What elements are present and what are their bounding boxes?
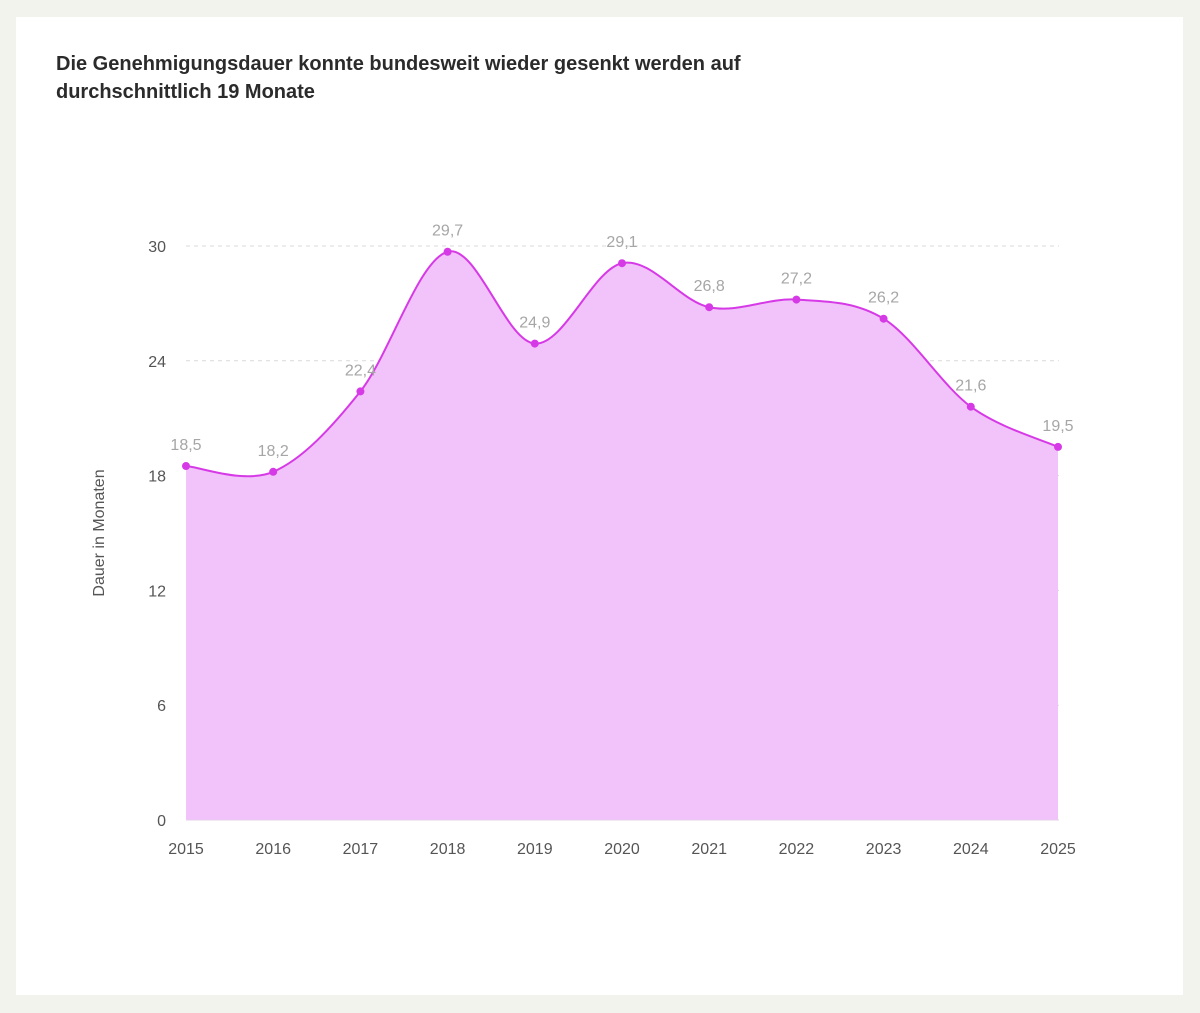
data-labels: 18,5 18,2 22,4 29,7 24,9 29,1 26,8 27,2 26,2 21,6… [170, 223, 1073, 460]
data-point [879, 314, 888, 323]
data-label: 29,1 [606, 234, 637, 251]
y-axis-title: Dauer in Monaten [91, 469, 108, 596]
y-tick-label: 0 [157, 813, 166, 830]
data-point [966, 402, 975, 411]
x-tick-label: 2025 [1040, 841, 1076, 858]
x-tick-label: 2023 [866, 841, 902, 858]
series-line [185, 250, 1059, 478]
x-tick-label: 2018 [430, 841, 466, 858]
area-fill [186, 251, 1058, 820]
data-point [792, 295, 801, 304]
x-tick-label: 2015 [168, 841, 204, 858]
chart-plot: 18,5 18,2 22,4 29,7 24,9 29,1 26,8 27,2 26,2 21,6… [91, 223, 1076, 858]
x-tick-label: 2021 [691, 841, 727, 858]
axes: 0 6 12 18 24 30 2015 2016 2017 2018 2019 2020 2021 20… [91, 239, 1076, 858]
data-points [182, 247, 1062, 476]
chart-title: Die Genehmigungsdauer konnte bundesweit … [56, 53, 741, 103]
data-point [530, 339, 539, 348]
data-label: 18,2 [258, 443, 289, 460]
data-point [618, 259, 626, 268]
x-tick-label: 2019 [517, 841, 553, 858]
data-point [269, 467, 278, 476]
data-label: 26,2 [868, 290, 899, 307]
y-tick-label: 18 [148, 469, 166, 486]
y-tick-label: 12 [148, 583, 166, 600]
x-tick-label: 2022 [779, 841, 815, 858]
x-tick-label: 2017 [343, 841, 379, 858]
chart-card: Die Genehmigungsdauer konnte bundesweit … [16, 17, 1183, 995]
data-label: 19,5 [1042, 418, 1073, 435]
data-label: 21,6 [955, 378, 986, 395]
data-point [1054, 442, 1062, 451]
x-tick-label: 2016 [255, 841, 291, 858]
data-point [705, 303, 714, 312]
data-label: 24,9 [519, 315, 550, 332]
data-point [443, 247, 452, 256]
data-label: 29,7 [432, 223, 463, 240]
area-series [185, 250, 1059, 820]
x-tick-label: 2024 [953, 841, 989, 858]
y-tick-label: 6 [157, 698, 166, 715]
x-tick-label: 2020 [604, 841, 640, 858]
data-point [182, 462, 190, 471]
data-label: 22,4 [345, 362, 376, 379]
data-label: 26,8 [694, 278, 725, 295]
data-label: 18,5 [170, 437, 201, 454]
y-tick-label: 24 [148, 354, 166, 371]
data-label: 27,2 [781, 271, 812, 288]
data-point [356, 387, 365, 396]
y-tick-label: 30 [148, 239, 166, 256]
